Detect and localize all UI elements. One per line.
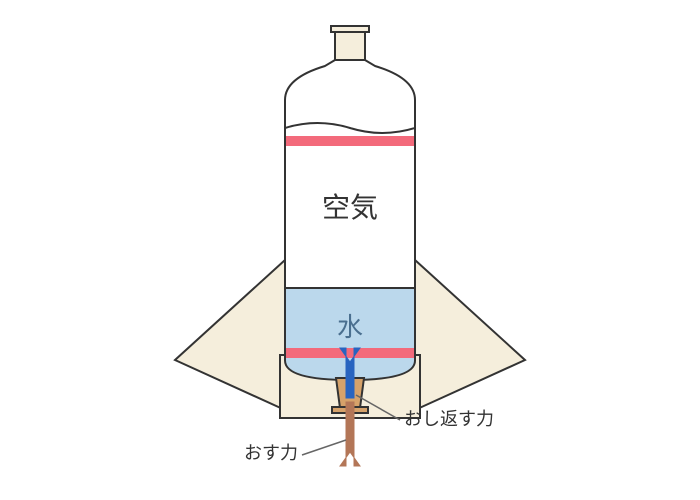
- push-leader-line: [302, 440, 346, 455]
- wing-left: [175, 260, 285, 410]
- bottle-cap-lip: [331, 26, 369, 32]
- push-force-label: おす力: [244, 439, 298, 465]
- reaction-force-label: おし返す力: [404, 405, 494, 431]
- rocket-diagram: [0, 0, 700, 500]
- water-label: 水: [337, 307, 363, 344]
- red-band-bottom: [283, 348, 417, 358]
- bottle-cap-body: [335, 32, 365, 60]
- wing-right: [415, 260, 525, 410]
- air-label: 空気: [322, 186, 378, 226]
- diagram-stage: 空気 水 おし返す力 おす力: [0, 0, 700, 500]
- red-band-top: [283, 136, 417, 146]
